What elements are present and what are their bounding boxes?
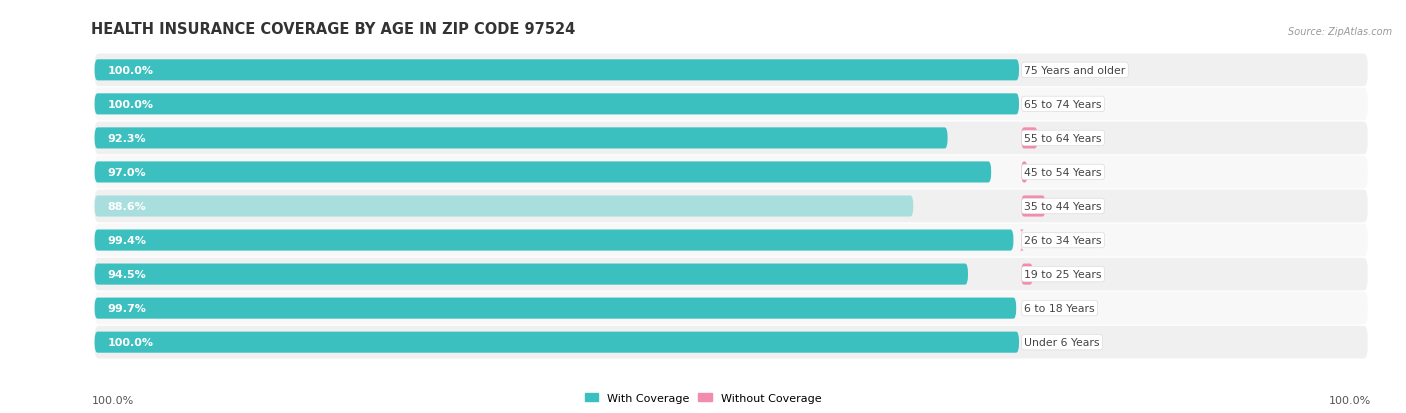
- Text: 100.0%: 100.0%: [1329, 395, 1371, 405]
- Text: 0.0%: 0.0%: [1035, 100, 1063, 109]
- Text: 26 to 34 Years: 26 to 34 Years: [1025, 235, 1102, 245]
- FancyBboxPatch shape: [94, 156, 1368, 189]
- Text: 0.29%: 0.29%: [1035, 304, 1070, 313]
- FancyBboxPatch shape: [1021, 128, 1038, 149]
- Text: 75 Years and older: 75 Years and older: [1025, 66, 1126, 76]
- FancyBboxPatch shape: [94, 190, 1368, 223]
- FancyBboxPatch shape: [94, 326, 1368, 358]
- Text: 97.0%: 97.0%: [107, 168, 146, 178]
- Text: 65 to 74 Years: 65 to 74 Years: [1025, 100, 1102, 109]
- Text: 5.5%: 5.5%: [1046, 269, 1076, 280]
- Text: 100.0%: 100.0%: [107, 100, 153, 109]
- Text: 100.0%: 100.0%: [91, 395, 134, 405]
- FancyBboxPatch shape: [1021, 264, 1033, 285]
- Text: 35 to 44 Years: 35 to 44 Years: [1025, 202, 1102, 211]
- Text: Under 6 Years: Under 6 Years: [1025, 337, 1099, 347]
- Text: 0.0%: 0.0%: [1035, 337, 1063, 347]
- Text: 0.0%: 0.0%: [1035, 66, 1063, 76]
- FancyBboxPatch shape: [94, 196, 914, 217]
- Text: 94.5%: 94.5%: [107, 269, 146, 280]
- FancyBboxPatch shape: [94, 292, 1368, 325]
- FancyBboxPatch shape: [1021, 196, 1046, 217]
- Text: 3.0%: 3.0%: [1042, 168, 1070, 178]
- Text: 100.0%: 100.0%: [107, 337, 153, 347]
- FancyBboxPatch shape: [94, 224, 1368, 257]
- Text: 6 to 18 Years: 6 to 18 Years: [1025, 304, 1095, 313]
- Text: 55 to 64 Years: 55 to 64 Years: [1025, 133, 1102, 144]
- FancyBboxPatch shape: [94, 258, 1368, 291]
- FancyBboxPatch shape: [1021, 162, 1028, 183]
- Text: Source: ZipAtlas.com: Source: ZipAtlas.com: [1288, 27, 1392, 37]
- Text: 19 to 25 Years: 19 to 25 Years: [1025, 269, 1102, 280]
- Text: 11.4%: 11.4%: [1059, 202, 1095, 211]
- Text: 100.0%: 100.0%: [107, 66, 153, 76]
- Text: 7.7%: 7.7%: [1052, 133, 1080, 144]
- Text: 0.65%: 0.65%: [1036, 235, 1071, 245]
- FancyBboxPatch shape: [94, 298, 1017, 319]
- Text: HEALTH INSURANCE COVERAGE BY AGE IN ZIP CODE 97524: HEALTH INSURANCE COVERAGE BY AGE IN ZIP …: [91, 22, 575, 37]
- Text: 99.4%: 99.4%: [107, 235, 146, 245]
- FancyBboxPatch shape: [94, 122, 1368, 155]
- FancyBboxPatch shape: [1019, 230, 1024, 251]
- FancyBboxPatch shape: [94, 162, 991, 183]
- Legend: With Coverage, Without Coverage: With Coverage, Without Coverage: [581, 389, 825, 408]
- FancyBboxPatch shape: [94, 88, 1368, 121]
- Text: 88.6%: 88.6%: [107, 202, 146, 211]
- FancyBboxPatch shape: [94, 60, 1019, 81]
- FancyBboxPatch shape: [94, 128, 948, 149]
- FancyBboxPatch shape: [94, 332, 1019, 353]
- Text: 99.7%: 99.7%: [107, 304, 146, 313]
- FancyBboxPatch shape: [94, 94, 1019, 115]
- Text: 45 to 54 Years: 45 to 54 Years: [1025, 168, 1102, 178]
- FancyBboxPatch shape: [94, 230, 1014, 251]
- FancyBboxPatch shape: [94, 55, 1368, 87]
- FancyBboxPatch shape: [94, 264, 967, 285]
- Text: 92.3%: 92.3%: [107, 133, 146, 144]
